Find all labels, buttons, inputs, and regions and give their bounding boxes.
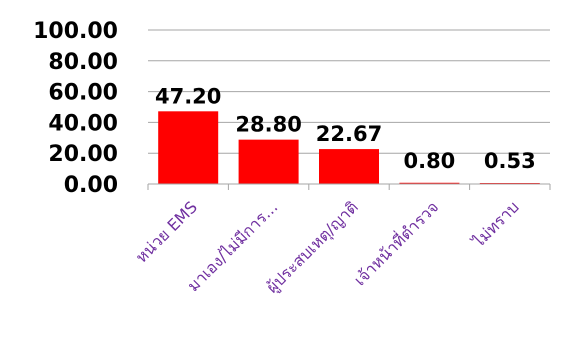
data-labels: 47.20 28.80 22.67 0.80 0.53 — [155, 84, 536, 173]
y-tick-label: 40.00 — [48, 111, 118, 136]
data-label: 28.80 — [235, 113, 301, 137]
y-tick-label: 60.00 — [48, 81, 118, 106]
data-label: 0.80 — [403, 149, 455, 173]
category-label: หน่วย EMS — [132, 197, 201, 266]
category-label: ไม่ทราบ — [468, 197, 523, 252]
data-label: 22.67 — [316, 122, 382, 146]
data-label: 0.53 — [484, 149, 536, 173]
category-labels: หน่วย EMSมาเอง/ไม่มีการ...ผู้ประสบเหตุ/ญ… — [132, 196, 523, 297]
y-tick-label: 20.00 — [48, 142, 118, 167]
bars — [158, 111, 540, 184]
bar — [399, 182, 460, 184]
bar — [158, 111, 219, 184]
category-label: เจ้าหน้าที่ตำรวจ — [349, 196, 442, 289]
y-tick-label: 0.00 — [64, 173, 118, 198]
bar — [319, 149, 379, 184]
y-tick-label: 80.00 — [48, 50, 118, 75]
data-label: 47.20 — [155, 84, 221, 108]
y-axis-tick-labels: 0.00 20.00 40.00 60.00 80.00 100.00 — [33, 19, 118, 198]
x-axis-tick-marks — [147, 184, 551, 190]
y-tick-label: 100.00 — [33, 19, 118, 44]
bar — [238, 139, 299, 184]
